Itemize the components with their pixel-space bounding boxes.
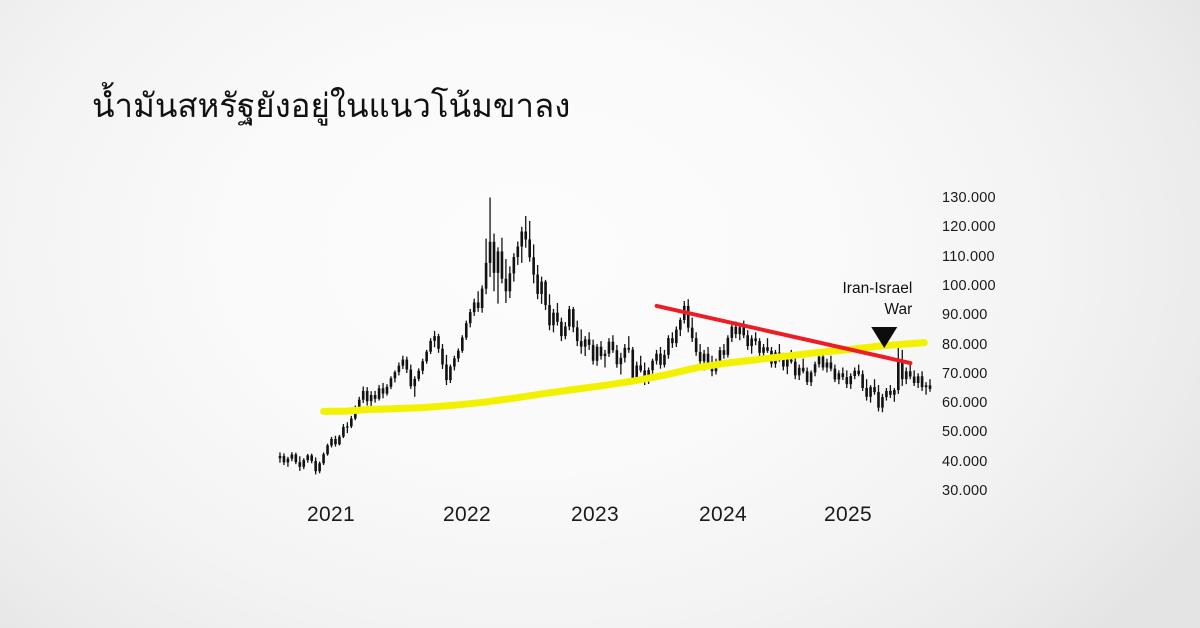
x-axis-tick-label: 2024 <box>699 503 747 526</box>
x-axis-tick-label: 2021 <box>307 503 355 526</box>
x-axis-tick-label: 2025 <box>824 503 872 526</box>
down-triangle-marker <box>871 327 898 349</box>
y-axis-tick-label: 60.000 <box>942 395 988 412</box>
y-axis-tick-label: 90.000 <box>942 307 988 324</box>
y-axis-tick-label: 70.000 <box>942 365 988 382</box>
page-title: น้ำมันสหรัฐยังอยู่ในแนวโน้มขาลง <box>92 87 571 124</box>
candlestick-series <box>278 197 932 475</box>
event-annotation: Iran-Israel War <box>842 278 912 320</box>
x-axis-tick-label: 2022 <box>443 503 491 526</box>
annotation-line-1: Iran-Israel <box>842 280 913 298</box>
trendline <box>654 303 913 366</box>
moving-average-line <box>320 339 928 415</box>
y-axis-tick-label: 120.000 <box>942 219 996 236</box>
y-axis-tick-label: 50.000 <box>942 424 988 441</box>
y-axis-tick-label: 100.000 <box>942 277 996 294</box>
y-axis-tick-label: 130.000 <box>942 190 996 206</box>
y-axis-tick-label: 30.000 <box>942 483 988 499</box>
y-axis-tick-label: 40.000 <box>942 453 988 470</box>
y-axis-tick-label: 80.000 <box>942 336 988 353</box>
x-axis-tick-label: 2023 <box>571 503 619 526</box>
y-axis-tick-label: 110.000 <box>942 248 995 265</box>
annotation-line-2: War <box>884 301 913 319</box>
